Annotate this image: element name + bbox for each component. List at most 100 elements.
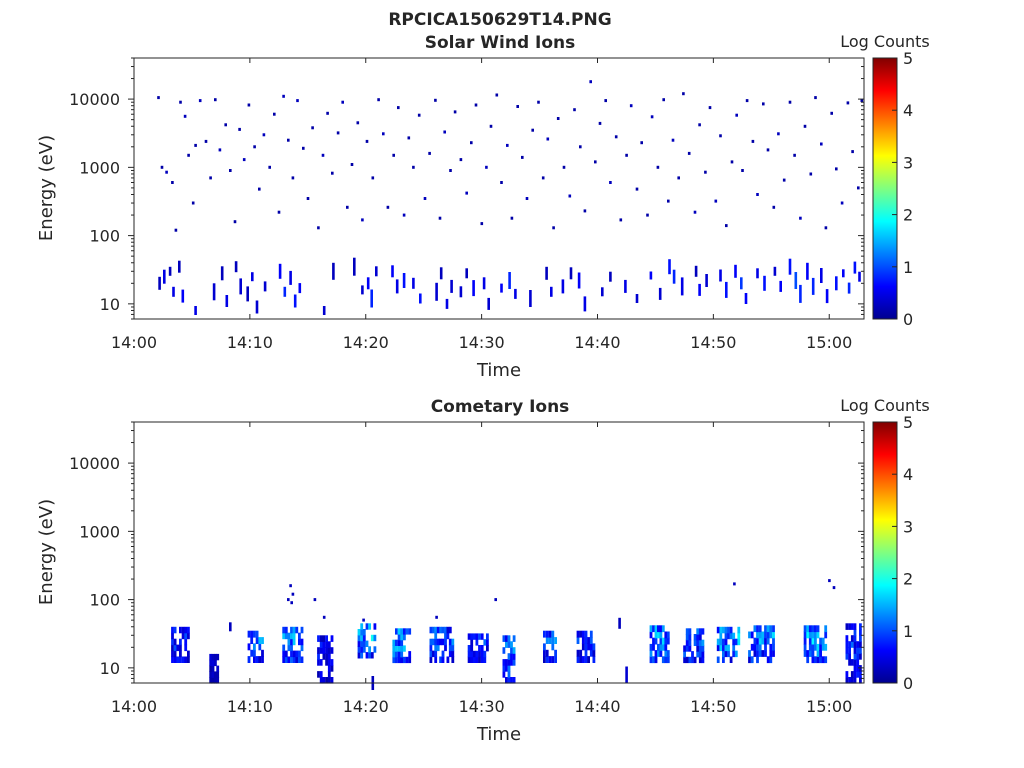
heat-cell <box>395 656 398 664</box>
heat-cell <box>453 110 457 114</box>
x-axis-label-1: Time <box>476 360 521 381</box>
heat-cell <box>764 650 767 657</box>
heat-cell <box>811 637 815 645</box>
heat-cell <box>819 643 822 651</box>
heat-cell <box>263 281 267 292</box>
heat-cell <box>652 637 655 645</box>
heat-cell <box>472 656 476 663</box>
heat-cell <box>317 226 320 230</box>
heat-cell <box>480 650 484 658</box>
heat-cell <box>793 153 796 157</box>
heat-cell <box>214 98 217 102</box>
heat-cell <box>507 671 511 678</box>
heat-cell <box>598 121 602 125</box>
heat-cell <box>179 644 182 652</box>
ion-burst <box>171 626 190 663</box>
heat-cell <box>624 279 627 293</box>
heat-cell <box>594 160 597 164</box>
heat-cell <box>467 645 471 652</box>
heat-cell <box>405 656 409 664</box>
heat-cell <box>716 626 720 634</box>
heat-cell <box>439 656 442 663</box>
heat-cell <box>649 625 653 633</box>
heat-cell <box>370 634 374 642</box>
heat-cell <box>850 635 854 642</box>
heat-cell <box>325 647 328 654</box>
heat-cell <box>482 277 486 290</box>
heat-cell <box>216 677 220 684</box>
heat-cell <box>171 638 174 646</box>
heat-cell <box>847 282 851 294</box>
heat-cell <box>431 626 435 634</box>
heat-cell <box>724 650 728 658</box>
colorbar-tick-label: 1 <box>903 258 913 277</box>
heat-cell <box>431 650 435 658</box>
heat-cell <box>589 649 593 657</box>
heat-cell <box>587 637 590 644</box>
heat-cell <box>719 638 723 646</box>
heat-cell <box>251 272 254 282</box>
heat-cell <box>840 201 844 205</box>
heat-cell <box>821 643 825 651</box>
heat-cell <box>502 635 506 642</box>
heat-cell <box>803 124 807 128</box>
heat-cell <box>475 639 479 646</box>
heat-cell <box>856 653 860 660</box>
heat-cell <box>319 677 323 684</box>
heat-cell <box>584 637 588 644</box>
heat-cell <box>395 628 398 635</box>
heat-cell <box>478 645 481 652</box>
heat-cell <box>719 632 723 640</box>
heat-cell <box>247 643 251 651</box>
heat-cell <box>685 639 689 646</box>
heat-cell <box>400 651 404 658</box>
heat-cell <box>327 647 331 654</box>
heat-cell <box>220 266 224 281</box>
heat-cell <box>659 637 663 645</box>
heat-cell <box>828 579 831 583</box>
heat-cell <box>701 651 705 658</box>
heat-cell <box>500 283 503 293</box>
heat-cell <box>576 656 580 663</box>
ion-burst <box>845 623 862 684</box>
heat-cell <box>848 659 851 666</box>
heat-cell <box>618 617 621 629</box>
heat-cell <box>397 634 401 641</box>
heat-cell <box>668 259 671 275</box>
heat-cell <box>412 277 415 289</box>
heat-cell <box>483 656 487 663</box>
heat-cell <box>325 659 328 666</box>
heat-cell <box>756 643 759 651</box>
heat-cell <box>261 637 264 644</box>
heat-cell <box>233 220 237 224</box>
heat-cell <box>581 637 585 644</box>
heat-cell <box>443 130 446 134</box>
heat-cell <box>719 644 723 652</box>
ion-burst <box>247 630 264 663</box>
heat-cell <box>429 656 433 663</box>
heat-cell <box>814 656 817 664</box>
heat-cell <box>811 277 815 295</box>
heat-cell <box>485 165 488 169</box>
heat-cell <box>722 626 725 634</box>
colorbar-tick-label: 0 <box>903 674 913 693</box>
heat-cell <box>845 641 849 648</box>
heat-cell <box>661 643 665 651</box>
heat-cell <box>209 671 213 678</box>
heat-cell <box>368 623 371 630</box>
heat-cell <box>664 656 668 664</box>
heat-cell <box>671 138 675 142</box>
heat-cell <box>811 631 815 639</box>
heat-cell <box>435 615 438 619</box>
heat-cell <box>860 99 864 103</box>
heat-cell <box>198 99 202 103</box>
heat-cell <box>330 677 334 684</box>
heat-cell <box>646 213 649 217</box>
heat-cell <box>683 651 686 658</box>
heat-cell <box>576 630 580 638</box>
heat-cell <box>350 163 354 166</box>
heat-cell <box>732 650 736 658</box>
heat-cell <box>848 647 851 654</box>
heat-cell <box>820 142 823 146</box>
heat-cell <box>525 197 529 200</box>
